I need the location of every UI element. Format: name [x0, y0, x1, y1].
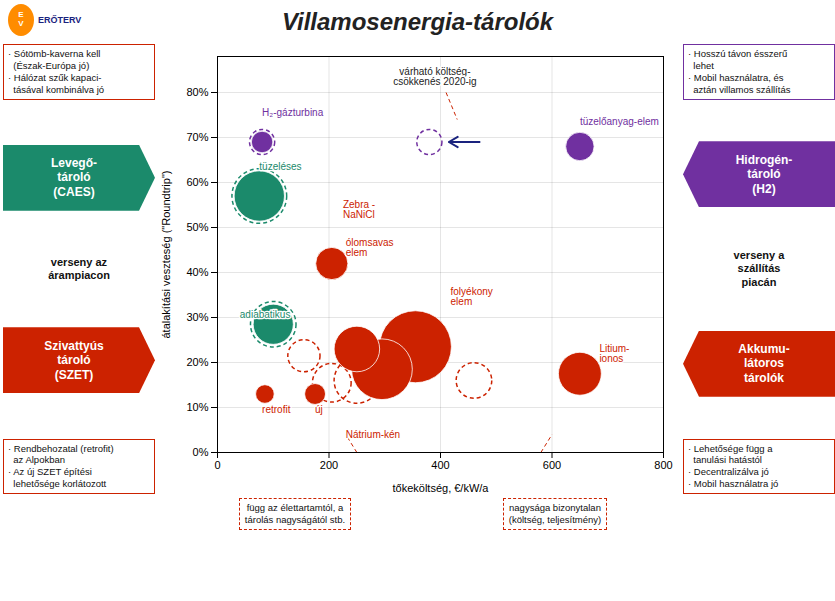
svg-text:adiabatikus: adiabatikus [240, 309, 291, 320]
svg-text:80%: 80% [186, 86, 208, 98]
svg-text:0: 0 [214, 459, 220, 471]
html-text:Levegő- tároló (CAES): Levegő- tároló (CAES) [51, 156, 97, 199]
html-text:Hidrogén- tároló (H2): Hidrogén- tároló (H2) [735, 152, 793, 196]
svg-text:20%: 20% [186, 356, 208, 368]
svg-text:tőkeköltség, €/kW/a: tőkeköltség, €/kW/a [393, 482, 490, 494]
svg-text:folyékonyelem: folyékonyelem [451, 286, 493, 307]
svg-text:800: 800 [654, 459, 672, 471]
html-text:· Hosszú távon ésszerű lehet ·: · Hosszú távon ésszerű lehet · Mobil has… [688, 48, 791, 95]
svg-text:10%: 10% [186, 401, 208, 413]
svg-text:60%: 60% [186, 176, 208, 188]
html-text:Akkumu- látoros tárolók: Akkumu- látoros tárolók [738, 342, 790, 385]
html-text:· Rendbehozatal (retrofit) az: · Rendbehozatal (retrofit) az Alpokban ·… [8, 442, 114, 490]
html-text:Villamosenergia-tárolók: Villamosenergia-tárolók [281, 8, 554, 35]
svg-text:Litium-ionos: Litium-ionos [599, 343, 629, 364]
svg-text:ólomsavaselem: ólomsavaselem [346, 237, 394, 258]
svg-text:H₂-gázturbina: H₂-gázturbina [262, 107, 324, 118]
html-text:ERŐTERV: ERŐTERV [38, 15, 82, 25]
html-text:verseny az árampiacon: verseny az árampiacon [48, 255, 110, 281]
html-text:nagysága bizonytalan (költség,: nagysága bizonytalan (költség, teljesítm… [508, 502, 602, 525]
svg-text:új: új [315, 404, 323, 415]
svg-text:30%: 30% [186, 311, 208, 323]
svg-text:átalakítási veszteség ("Roundt: átalakítási veszteség ("Roundtrip") [160, 171, 172, 339]
html-text:E V: E V [18, 10, 24, 28]
svg-text:tüzeléses: tüzeléses [259, 161, 301, 172]
svg-text:70%: 70% [186, 131, 208, 143]
svg-text:retrofit: retrofit [262, 404, 291, 415]
svg-text:várható költség-csökkenés 2020: várható költség-csökkenés 2020-ig [393, 66, 476, 87]
svg-text:0%: 0% [193, 446, 209, 458]
html-text:· Sótömb-kaverna kell (Észak-E: · Sótömb-kaverna kell (Észak-Európa jó) … [8, 48, 105, 95]
html-text:· Lehetősége függ a tanulási h: · Lehetősége függ a tanulási hatástól · … [688, 442, 779, 490]
html-text:Szivattyús tároló (SZET): Szivattyús tároló (SZET) [44, 338, 104, 382]
svg-text:Nátrium-kén: Nátrium-kén [346, 429, 400, 440]
html-text:verseny a szállítás piacán: verseny a szállítás piacán [733, 249, 785, 288]
svg-text:600: 600 [543, 459, 561, 471]
html-text:függ az élettartamtól, a tárol: függ az élettartamtól, a tárolás nagyság… [244, 502, 346, 525]
svg-text:tüzelőanyag-elem: tüzelőanyag-elem [580, 116, 659, 127]
svg-text:Zebra -NaNiCl: Zebra -NaNiCl [343, 199, 375, 220]
svg-text:400: 400 [431, 459, 449, 471]
svg-text:40%: 40% [186, 266, 208, 278]
svg-text:200: 200 [320, 459, 338, 471]
svg-text:50%: 50% [186, 221, 208, 233]
